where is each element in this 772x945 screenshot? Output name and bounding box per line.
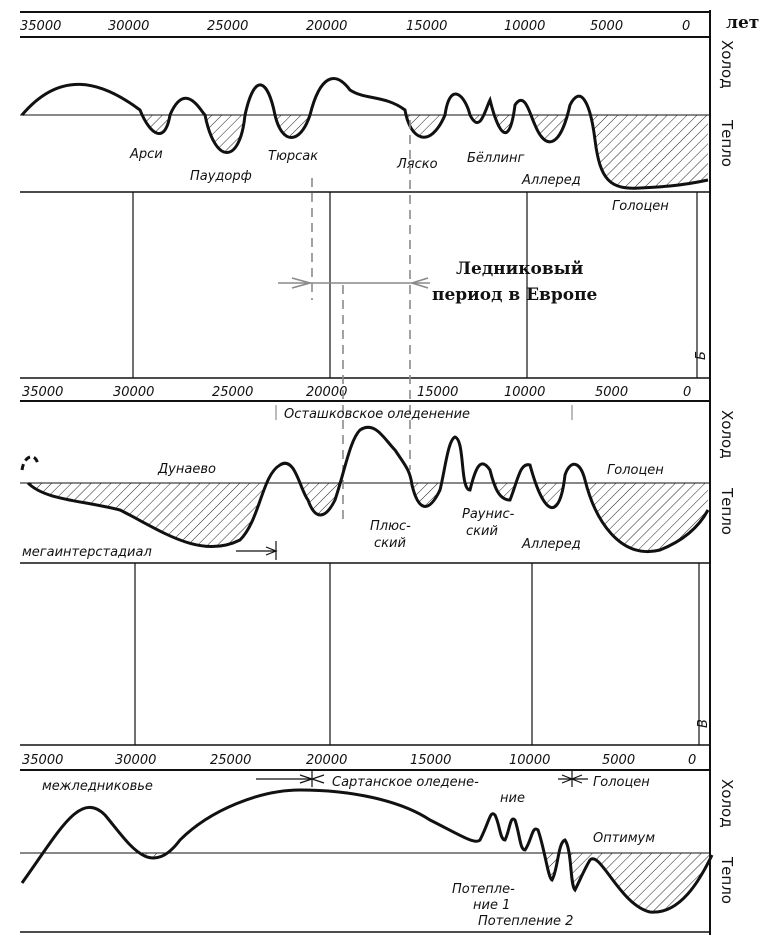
tick-label: 10000 <box>504 19 545 34</box>
tick-label: 20000 <box>306 753 347 768</box>
panel-a-labels: Арси Паудорф Тюрсак Ляско Бёллинг Аллере… <box>129 147 669 214</box>
tick-label: 35000 <box>20 19 61 34</box>
ostashkov-stage-label: Осташковское оледенение <box>284 407 470 422</box>
bolling-label: Бёллинг <box>467 151 524 166</box>
cold-label: Холод <box>718 40 736 89</box>
tick-label: 20000 <box>306 385 347 400</box>
tick-label: 15000 <box>417 385 458 400</box>
side-labels: Холод Тепло Холод Тепло Холод Тепло Б В <box>694 40 736 904</box>
tick-label: 0 <box>682 19 690 34</box>
panel-a-curve <box>20 77 709 190</box>
warm-label: Тепло <box>718 856 736 904</box>
panel-letter-b: Б <box>694 351 709 360</box>
ostashkov-bracket <box>275 405 573 420</box>
warm-label: Тепло <box>718 119 736 167</box>
panel-c-labels: Оптимум Потепле- ние 1 Потепление 2 <box>452 831 655 929</box>
cold-label: Холод <box>718 779 736 828</box>
warming2-label: Потепление 2 <box>478 914 573 929</box>
tick-label: 35000 <box>22 385 63 400</box>
panel-b-curve <box>20 426 710 553</box>
europe-note-line1: Ледниковый <box>456 259 584 279</box>
plyus-label-2: ский <box>374 536 406 551</box>
paudorf-label: Паудорф <box>190 169 252 184</box>
tick-label: 15000 <box>406 19 447 34</box>
tick-label: 30000 <box>115 753 156 768</box>
arsi-label: Арси <box>129 147 163 162</box>
axis-ticks-a: 35000 30000 25000 20000 15000 10000 5000… <box>20 19 690 34</box>
dunaevo-label: Дунаево <box>157 462 216 477</box>
tick-label: 25000 <box>207 19 248 34</box>
panel-letter-v: В <box>696 719 711 728</box>
panel-b-labels: Дунаево Голоцен мегаинтерстадиал Плюс- с… <box>22 462 664 560</box>
europe-note-line2: период в Европе <box>432 285 598 305</box>
megainterstadial-label: мегаинтерстадиал <box>22 545 152 560</box>
tick-label: 15000 <box>410 753 451 768</box>
axis-ticks-c: 35000 30000 25000 20000 15000 10000 5000… <box>22 753 696 768</box>
tick-label: 5000 <box>602 753 635 768</box>
optimum-label: Оптимум <box>593 831 655 846</box>
raunis-label-1: Раунис- <box>462 507 515 522</box>
tick-label: 20000 <box>306 19 347 34</box>
sartan-stage-line1: Сартанское оледене- <box>332 775 479 790</box>
interglacial-label: межледниковье <box>42 779 153 794</box>
panel-c-brackets <box>256 771 588 787</box>
sartan-stage-line2: ние <box>500 791 525 806</box>
allerod-label: Аллеред <box>521 173 581 188</box>
tick-label: 10000 <box>504 385 545 400</box>
holocene-label: Голоцен <box>612 199 669 214</box>
tick-label: 5000 <box>595 385 628 400</box>
lyasko-label: Ляско <box>396 157 438 172</box>
warm-label: Тепло <box>718 487 736 535</box>
tick-label: 35000 <box>22 753 63 768</box>
tick-label: 30000 <box>108 19 149 34</box>
warming1-line2: ние 1 <box>473 898 510 913</box>
tick-label: 5000 <box>590 19 623 34</box>
warming1-line1: Потепле- <box>452 882 515 897</box>
unit-label: лет <box>726 13 759 33</box>
tick-label: 0 <box>683 385 691 400</box>
tick-label: 0 <box>688 753 696 768</box>
tick-label: 10000 <box>509 753 550 768</box>
plyus-label-1: Плюс- <box>370 519 411 534</box>
tick-label: 30000 <box>113 385 154 400</box>
holocene-label: Голоцен <box>607 463 664 478</box>
allerod-label: Аллеред <box>521 537 581 552</box>
tick-label: 25000 <box>210 753 251 768</box>
cold-label: Холод <box>718 410 736 459</box>
tyursak-label: Тюрсак <box>268 149 318 164</box>
panel-c-curve <box>20 788 714 914</box>
europe-bracket <box>278 120 430 525</box>
holocene-label: Голоцен <box>593 775 650 790</box>
axis-ticks-b: 35000 30000 25000 20000 15000 10000 5000… <box>22 385 691 400</box>
tick-label: 25000 <box>212 385 253 400</box>
megainterstadial-arrow <box>236 541 278 560</box>
raunis-label-2: ский <box>466 524 498 539</box>
